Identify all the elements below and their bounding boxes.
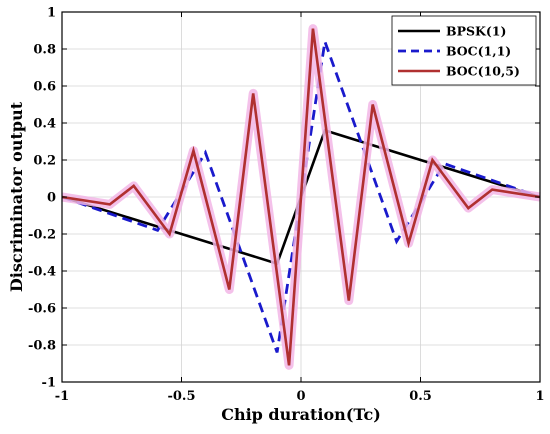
y-axis-title: Discriminator output [7,101,26,292]
legend-label: BOC(10,5) [446,64,520,79]
y-tick-label: 0.2 [33,154,56,169]
ticks [61,11,541,383]
x-tick-label: 1 [535,389,544,404]
series-layer [61,24,541,370]
legend-items: BPSK(1) BOC(1,1) BOC(10,5) [398,24,520,79]
series-line-boc-10-5 [61,28,541,366]
legend: BPSK(1) BOC(1,1) BOC(10,5) [391,15,537,86]
y-tick-label: 0.6 [33,80,56,95]
y-tick-label: -0.6 [28,302,56,317]
legend-label: BOC(1,1) [446,44,511,59]
legend-label: BPSK(1) [446,24,506,39]
y-tick-label: 0.8 [33,43,56,58]
x-tick-label: -1 [55,389,69,404]
y-tick-label: -1 [42,376,56,391]
y-tick-label: 0.4 [33,117,56,132]
y-tick-label: -0.2 [28,228,56,243]
y-tick-label: -0.8 [28,339,56,354]
y-tick-label: -0.4 [28,265,56,280]
x-axis-title: Chip duration(Tc) [221,405,381,424]
tick-labels: -1 -0.5 0 0.5 1 -1 -0.8 -0.6 -0.4 -0.2 0 0.2 0.4 0.6 0… [28,6,545,405]
x-tick-label: 0.5 [409,389,432,404]
x-tick-label: -0.5 [167,389,195,404]
y-tick-label: 0 [47,191,56,206]
y-tick-label: 1 [47,6,56,21]
x-tick-label: 0 [296,389,305,404]
